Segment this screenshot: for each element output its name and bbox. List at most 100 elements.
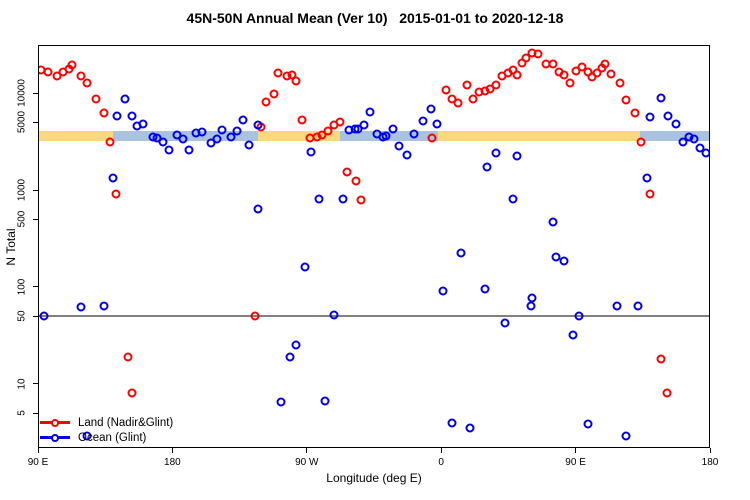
- data-point-land: [462, 80, 472, 90]
- data-point-ocean: [438, 286, 448, 296]
- data-point-land: [630, 108, 640, 118]
- chart-title: 45N-50N Annual Mean (Ver 10) 2015-01-01 …: [186, 10, 564, 26]
- data-point-ocean: [559, 256, 569, 266]
- data-point-ocean: [108, 173, 118, 183]
- data-point-land: [261, 97, 271, 107]
- data-point-ocean: [320, 396, 330, 406]
- data-point-land: [91, 94, 101, 104]
- data-point-land: [577, 62, 587, 72]
- data-point-land: [468, 94, 478, 104]
- sza-band-blue: [639, 131, 710, 141]
- data-point-land: [273, 68, 283, 78]
- data-point-ocean: [76, 302, 86, 312]
- legend-ocean-line-marker: [40, 433, 70, 442]
- data-point-ocean: [285, 352, 295, 362]
- data-point-land: [335, 117, 345, 127]
- data-point-land: [656, 354, 666, 364]
- data-point-land: [105, 137, 115, 147]
- data-point-land: [512, 70, 522, 80]
- data-point-land: [441, 85, 451, 95]
- y-tick-mark: [33, 315, 38, 317]
- data-point-ocean: [138, 119, 148, 129]
- data-point-ocean: [409, 129, 419, 139]
- y-tick-mark: [33, 92, 38, 94]
- data-point-ocean: [508, 194, 518, 204]
- x-tick-mark: [171, 448, 173, 453]
- data-point-land: [317, 130, 327, 140]
- x-tick-label: 90 E: [565, 457, 586, 468]
- data-point-ocean: [432, 119, 442, 129]
- legend: Land (Nadir&Glint) Ocean (Glint): [40, 415, 173, 445]
- x-tick-mark: [306, 448, 308, 453]
- data-point-land: [43, 67, 53, 77]
- x-axis-label: Longitude (deg E): [326, 471, 422, 485]
- y-axis-label: N Total: [4, 227, 18, 266]
- reference-line-50: [38, 315, 710, 317]
- data-point-ocean: [226, 132, 236, 142]
- data-point-ocean: [120, 94, 130, 104]
- data-point-land: [99, 108, 109, 118]
- data-point-ocean: [402, 150, 412, 160]
- data-point-ocean: [253, 204, 263, 214]
- data-point-land: [485, 84, 495, 94]
- data-point-ocean: [164, 145, 174, 155]
- data-point-land: [606, 69, 616, 79]
- data-point-land: [662, 388, 672, 398]
- axes-layer: N Total Longitude (deg E) Land (Nadir&Gl…: [4, 45, 718, 485]
- data-point-ocean: [633, 301, 643, 311]
- data-point-ocean: [663, 111, 673, 121]
- data-point-land: [565, 78, 575, 88]
- x-tick-mark: [575, 448, 577, 453]
- data-point-ocean: [645, 112, 655, 122]
- data-point-land: [82, 78, 92, 88]
- data-point-ocean: [689, 134, 699, 144]
- data-point-land: [356, 195, 366, 205]
- data-point-land: [269, 89, 279, 99]
- legend-land-label: Land (Nadir&Glint): [78, 416, 174, 429]
- x-tick-label: 180: [164, 457, 181, 468]
- data-point-ocean: [197, 127, 207, 137]
- data-point-land: [621, 95, 631, 105]
- y-tick-label: 10000: [16, 79, 28, 107]
- data-point-ocean: [456, 248, 466, 258]
- data-point-ocean: [447, 418, 457, 428]
- legend-land-line-marker: [40, 418, 70, 427]
- y-tick-label: 1000: [16, 178, 28, 202]
- data-point-land: [67, 60, 77, 70]
- data-point-ocean: [82, 431, 92, 441]
- data-point-ocean: [158, 137, 168, 147]
- y-tick-label: 5: [16, 410, 28, 416]
- y-tick-label: 500: [16, 210, 28, 228]
- legend-item-land: Land (Nadir&Glint): [40, 415, 173, 430]
- data-point-ocean: [671, 119, 681, 129]
- data-point-ocean: [482, 162, 492, 172]
- x-tick-label: 90 W: [295, 457, 319, 468]
- legend-item-ocean: Ocean (Glint): [40, 430, 173, 445]
- data-point-land: [427, 133, 437, 143]
- y-tick-mark: [33, 218, 38, 220]
- data-point-land: [123, 352, 133, 362]
- legend-land-circle-icon: [51, 418, 59, 427]
- data-point-ocean: [548, 217, 558, 227]
- data-point-ocean: [253, 120, 263, 130]
- plot-area: [38, 45, 710, 448]
- data-point-ocean: [527, 293, 537, 303]
- x-tick-mark: [440, 448, 442, 453]
- data-point-ocean: [612, 301, 622, 311]
- data-point-ocean: [184, 145, 194, 155]
- data-point-ocean: [217, 125, 227, 135]
- data-point-ocean: [426, 104, 436, 114]
- data-point-land: [291, 76, 301, 86]
- data-point-ocean: [365, 107, 375, 117]
- data-point-land: [342, 167, 352, 177]
- data-point-land: [127, 388, 137, 398]
- data-point-ocean: [656, 93, 666, 103]
- x-tick-mark: [37, 448, 39, 453]
- data-point-land: [548, 59, 558, 69]
- data-point-ocean: [238, 115, 248, 125]
- y-tick-mark: [33, 189, 38, 191]
- data-point-land: [615, 78, 625, 88]
- data-point-ocean: [276, 397, 286, 407]
- data-point-land: [600, 59, 610, 69]
